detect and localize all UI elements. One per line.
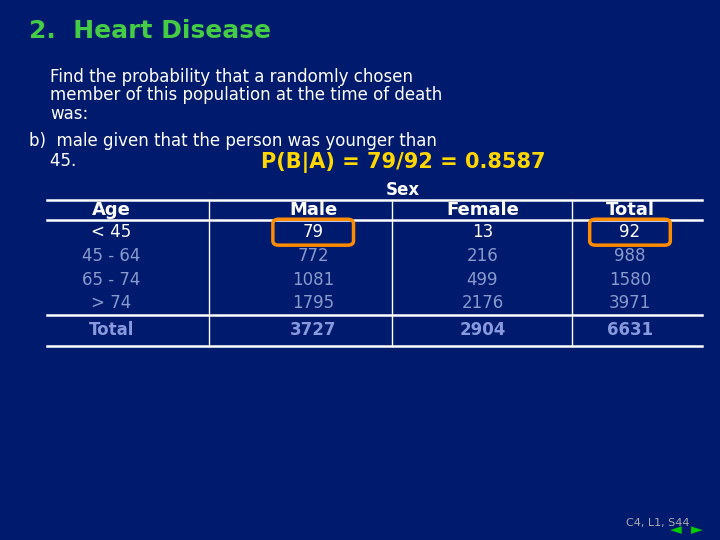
Text: Male: Male <box>289 201 338 219</box>
Text: 216: 216 <box>467 247 498 265</box>
Text: ◄: ◄ <box>670 522 681 537</box>
Text: 3971: 3971 <box>609 294 651 313</box>
Text: 6631: 6631 <box>607 321 653 340</box>
Text: < 45: < 45 <box>91 223 132 241</box>
Text: 65 - 74: 65 - 74 <box>82 271 141 289</box>
Text: 988: 988 <box>614 247 646 265</box>
Text: P(B|A) = 79/92 = 0.8587: P(B|A) = 79/92 = 0.8587 <box>261 152 546 173</box>
Text: 45.: 45. <box>29 152 76 170</box>
Text: Female: Female <box>446 201 519 219</box>
Text: 13: 13 <box>472 223 493 241</box>
Text: 1580: 1580 <box>609 271 651 289</box>
Text: Find the probability that a randomly chosen: Find the probability that a randomly cho… <box>50 68 413 85</box>
Text: b)  male given that the person was younger than: b) male given that the person was younge… <box>29 132 436 150</box>
Text: C4, L1, S44: C4, L1, S44 <box>626 518 690 528</box>
Text: > 74: > 74 <box>91 294 132 313</box>
Text: 772: 772 <box>297 247 329 265</box>
Text: member of this population at the time of death: member of this population at the time of… <box>50 86 443 104</box>
Text: 2904: 2904 <box>459 321 505 340</box>
Text: 79: 79 <box>302 223 324 241</box>
Text: 499: 499 <box>467 271 498 289</box>
Text: Total: Total <box>606 201 654 219</box>
Text: 1795: 1795 <box>292 294 334 313</box>
Text: 3727: 3727 <box>290 321 336 340</box>
Text: Total: Total <box>89 321 135 340</box>
Text: 2176: 2176 <box>462 294 503 313</box>
Text: was:: was: <box>50 105 89 123</box>
Text: 1081: 1081 <box>292 271 334 289</box>
Text: 2.  Heart Disease: 2. Heart Disease <box>29 19 271 43</box>
Text: Sex: Sex <box>386 181 420 199</box>
Text: 45 - 64: 45 - 64 <box>82 247 141 265</box>
Text: ►: ► <box>691 522 703 537</box>
Text: Age: Age <box>92 201 131 219</box>
Text: 92: 92 <box>619 223 641 241</box>
